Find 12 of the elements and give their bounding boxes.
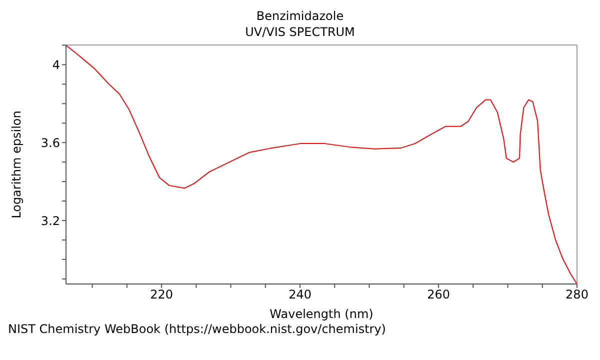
chart-title: Benzimidazole (255, 8, 345, 24)
chart-subtitle: UV/VIS SPECTRUM (244, 24, 356, 40)
x-axis-title: Wavelength (nm) (270, 307, 374, 321)
y-tick-label: 4 (52, 58, 60, 72)
x-tick-label: 260 (427, 288, 450, 302)
y-tick-label: 3.6 (40, 136, 60, 150)
x-tick-label: 220 (150, 288, 174, 302)
y-tick-label: 3.2 (40, 214, 60, 228)
x-tick-label: 280 (566, 288, 588, 302)
y-axis-title: Logarithm epsilon (9, 110, 24, 218)
x-tick-label: 240 (288, 288, 312, 302)
text: NIST Chemistry WebBook (https://webbook.nist.gov/chemistry) (8, 322, 387, 336)
